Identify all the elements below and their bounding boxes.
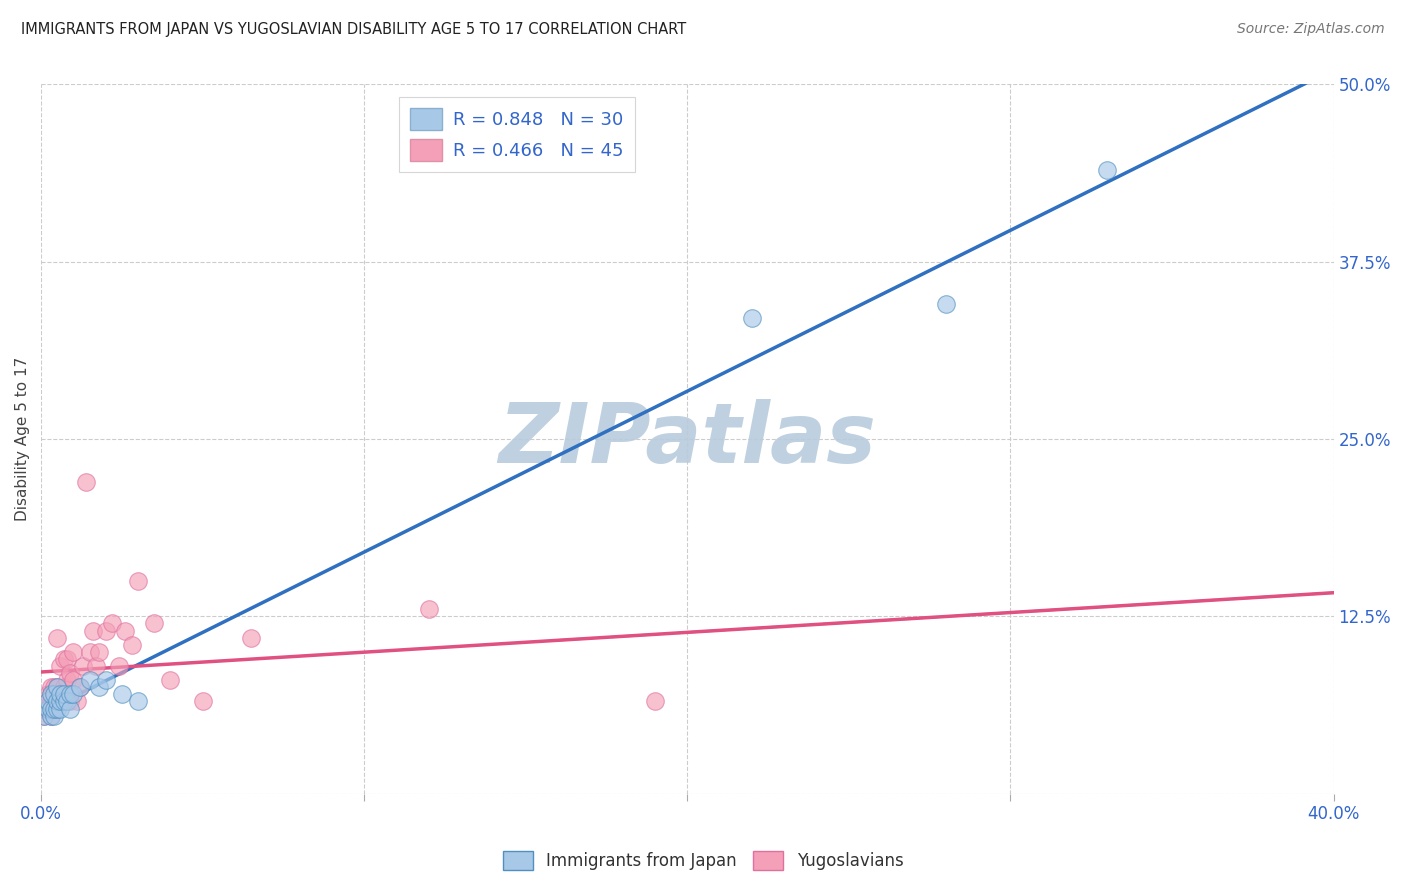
Point [37, 701, 59, 715]
Point [37, 694, 59, 708]
Point [49, 687, 72, 701]
Y-axis label: Disability Age 5 to 17: Disability Age 5 to 17 [15, 357, 30, 521]
Point [49, 687, 72, 701]
Point [49, 701, 72, 715]
Point [84, 659, 107, 673]
Point [46, 631, 69, 645]
Point [741, 311, 763, 326]
Point [46, 681, 69, 695]
Point [79, 673, 101, 688]
Point [37, 694, 59, 708]
Point [56, 694, 79, 708]
Point [52, 694, 75, 708]
Point [111, 687, 134, 701]
Point [56, 652, 79, 666]
Point [1097, 162, 1119, 177]
Text: IMMIGRANTS FROM JAPAN VS YUGOSLAVIAN DISABILITY AGE 5 TO 17 CORRELATION CHART: IMMIGRANTS FROM JAPAN VS YUGOSLAVIAN DIS… [21, 22, 686, 37]
Point [34, 701, 56, 715]
Point [75, 475, 97, 489]
Point [66, 694, 89, 708]
Point [39, 701, 62, 715]
Point [159, 673, 181, 688]
Point [191, 694, 214, 708]
Text: ZIPatlas: ZIPatlas [498, 399, 876, 480]
Point [143, 616, 166, 631]
Point [644, 694, 666, 708]
Point [52, 681, 75, 695]
Point [69, 681, 91, 695]
Point [94, 673, 117, 688]
Point [62, 645, 84, 659]
Point [52, 652, 75, 666]
Point [34, 708, 56, 723]
Point [37, 687, 59, 701]
Point [42, 701, 65, 715]
Point [39, 681, 62, 695]
Point [107, 659, 129, 673]
Point [39, 708, 62, 723]
Point [72, 659, 94, 673]
Point [59, 687, 82, 701]
Point [418, 602, 440, 616]
Point [39, 708, 62, 723]
Point [62, 673, 84, 688]
Point [101, 616, 124, 631]
Point [46, 701, 69, 715]
Point [82, 624, 104, 638]
Point [39, 687, 62, 701]
Point [46, 694, 69, 708]
Point [42, 687, 65, 701]
Point [89, 645, 111, 659]
Point [42, 708, 65, 723]
Point [59, 694, 82, 708]
Point [34, 708, 56, 723]
Point [49, 694, 72, 708]
Point [59, 701, 82, 715]
Point [39, 687, 62, 701]
Point [935, 297, 957, 311]
Point [46, 694, 69, 708]
Point [49, 659, 72, 673]
Text: Source: ZipAtlas.com: Source: ZipAtlas.com [1237, 22, 1385, 37]
Point [56, 673, 79, 688]
Legend: Immigrants from Japan, Yugoslavians: Immigrants from Japan, Yugoslavians [496, 844, 910, 877]
Point [59, 666, 82, 681]
Point [52, 687, 75, 701]
Point [69, 681, 91, 695]
Point [94, 624, 117, 638]
Point [46, 681, 69, 695]
Point [240, 631, 263, 645]
Point [127, 694, 149, 708]
Legend: R = 0.848   N = 30, R = 0.466   N = 45: R = 0.848 N = 30, R = 0.466 N = 45 [399, 97, 634, 172]
Point [89, 681, 111, 695]
Point [114, 624, 136, 638]
Point [62, 687, 84, 701]
Point [79, 645, 101, 659]
Point [42, 687, 65, 701]
Point [37, 701, 59, 715]
Point [42, 681, 65, 695]
Point [39, 694, 62, 708]
Point [127, 574, 149, 588]
Point [121, 638, 143, 652]
Point [42, 701, 65, 715]
